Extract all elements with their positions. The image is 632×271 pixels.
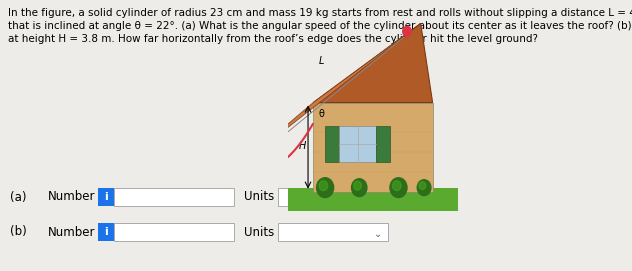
FancyBboxPatch shape [278,188,358,206]
Bar [339,126,376,162]
Text: L: L [319,56,324,66]
Circle shape [354,181,362,190]
Text: H: H [299,141,307,151]
Text: θ: θ [319,108,324,118]
Circle shape [390,178,407,198]
Polygon shape [313,24,433,102]
Text: Units: Units [244,191,274,204]
Bar [279,188,467,211]
Circle shape [403,26,411,36]
FancyBboxPatch shape [98,188,114,206]
Text: (a): (a) [10,191,27,204]
Circle shape [317,178,334,198]
Bar [325,126,339,162]
Circle shape [417,180,431,196]
Circle shape [419,182,426,190]
FancyBboxPatch shape [114,223,234,241]
Polygon shape [313,102,433,192]
Text: i: i [104,192,108,202]
Text: Units: Units [244,225,274,238]
Bar [376,126,390,162]
Text: i: i [104,227,108,237]
Polygon shape [236,24,421,168]
Text: that is inclined at angle θ = 22°. (a) What is the angular speed of the cylinder: that is inclined at angle θ = 22°. (a) W… [8,21,632,31]
Text: Number: Number [48,191,95,204]
Text: Number: Number [48,225,95,238]
FancyBboxPatch shape [98,223,114,241]
Circle shape [351,179,367,196]
Text: ⌄: ⌄ [374,229,382,239]
Text: ⌄: ⌄ [344,194,352,204]
Circle shape [392,181,401,191]
FancyBboxPatch shape [278,223,388,241]
Circle shape [319,181,327,191]
Text: (b): (b) [10,225,27,238]
Text: In the figure, a solid cylinder of radius 23 cm and mass 19 kg starts from rest : In the figure, a solid cylinder of radiu… [8,8,632,18]
FancyBboxPatch shape [114,188,234,206]
Text: at height H = 3.8 m. How far horizontally from the roof’s edge does the cylinder: at height H = 3.8 m. How far horizontall… [8,34,538,44]
